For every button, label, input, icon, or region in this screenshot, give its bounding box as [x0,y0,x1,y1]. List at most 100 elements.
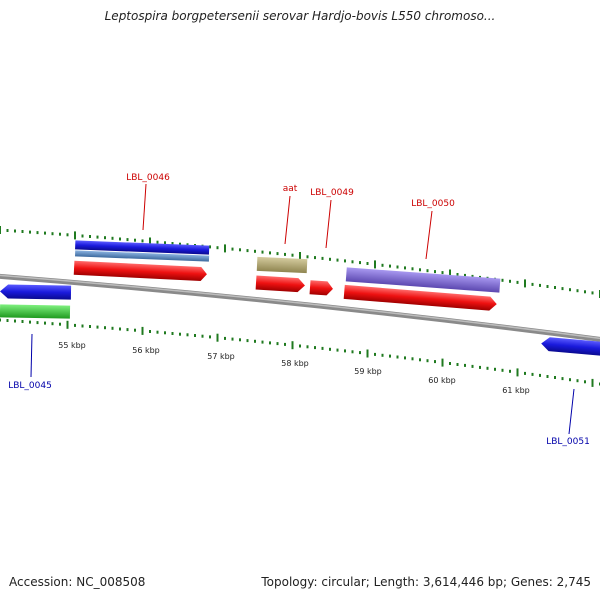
label-lbl-0045[interactable]: LBL_0045 [8,381,52,391]
outer-ring-minor-tick [516,280,519,284]
inner-ring-minor-tick [164,331,166,335]
outer-ring-minor-tick [111,236,114,240]
gene-lbl-0049-arrow[interactable] [309,280,334,296]
inner-ring-minor-tick [539,373,541,377]
inner-ring-minor-tick [464,363,466,367]
outer-ring-minor-tick [44,231,46,235]
gene-aat-khaki[interactable] [256,256,308,274]
inner-ring-minor-tick [81,324,84,328]
leader-lbl-0049 [325,199,332,249]
outer-ring-minor-tick [66,233,69,237]
outer-ring-minor-tick [254,249,256,253]
inner-ring-minor-tick [336,348,339,352]
gene-lbl-0046-steelblue[interactable] [75,250,210,262]
inner-ring-minor-tick [419,358,421,362]
inner-ring-minor-tick [531,372,534,376]
inner-ring-minor-tick [434,360,436,364]
outer-ring-minor-tick [164,241,166,245]
inner-ring-minor-tick [396,355,399,359]
outer-ring-minor-tick [261,250,264,254]
leader-lbl-0045 [30,333,33,378]
gene-lbl-0051-blue[interactable] [541,337,600,357]
inner-ring-minor-tick [501,368,504,372]
label-lbl-0051[interactable]: LBL_0051 [546,437,590,447]
leader-lbl-0050 [425,210,433,260]
gene-aat-arrow[interactable] [255,275,306,293]
inner-ring-minor-tick [284,342,286,346]
inner-ring-minor-tick [359,351,361,355]
gene-lbl-0045-blue[interactable] [0,284,72,300]
leader-aat [284,195,291,245]
label-lbl-0046[interactable]: LBL_0046 [126,173,170,183]
inner-ring-minor-tick [471,364,474,368]
inner-ring-minor-tick [314,346,316,350]
outer-ring-minor-tick [126,238,129,242]
inner-ring-minor-tick [231,337,234,341]
outer-ring-minor-tick [584,290,586,294]
outer-ring-minor-tick [539,283,541,287]
tick-label-61kbp: 61 kbp [502,386,530,395]
inner-ring-minor-tick [404,356,406,360]
outer-ring-minor-tick [291,253,294,257]
leader-lbl-0046 [142,183,147,231]
inner-ring-minor-tick [119,327,121,331]
inner-ring-minor-tick [21,320,24,323]
outer-ring-minor-tick [269,251,271,255]
inner-ring-minor-tick [261,340,264,344]
outer-ring-minor-tick [351,260,354,264]
inner-ring-minor-tick [561,377,564,381]
outer-ring-major-tick [224,244,226,253]
outer-ring-minor-tick [104,236,106,240]
gene-lbl-0050-arrow[interactable] [343,284,498,311]
outer-ring-minor-tick [231,247,234,251]
inner-ring-minor-tick [576,379,579,383]
inner-ring-minor-tick [321,346,324,350]
outer-ring-minor-tick [276,252,279,256]
tick-label-59kbp: 59 kbp [354,367,382,376]
outer-ring-minor-tick [471,274,474,278]
gene-lbl-0046-arrow[interactable] [73,260,208,281]
inner-ring-minor-tick [269,341,271,345]
outer-ring-minor-tick [554,286,556,289]
label-aat[interactable]: aat [283,184,298,194]
outer-ring-minor-tick [51,232,54,236]
inner-ring-minor-tick [389,354,391,358]
inner-ring-minor-tick [6,319,9,322]
outer-ring-minor-tick [321,256,324,260]
gene-lbl-0046-blue[interactable] [75,240,210,255]
label-lbl-0049[interactable]: LBL_0049 [310,188,354,198]
tick-label-56kbp: 56 kbp [132,346,160,355]
inner-ring-minor-tick [149,330,151,333]
chromosome-backbone-highlight [0,274,600,340]
label-lbl-0050[interactable]: LBL_0050 [411,199,455,209]
inner-ring-minor-tick [209,335,211,339]
inner-ring-minor-tick [246,339,249,343]
gene-lbl-0045-green[interactable] [0,304,71,319]
inner-ring-major-tick [141,326,144,335]
gene-lbl-0050-purple[interactable] [345,267,501,293]
outer-ring-minor-tick [396,265,399,269]
outer-ring-minor-tick [209,245,211,249]
inner-ring-major-tick [366,349,369,358]
inner-ring-minor-tick [59,322,61,326]
tick-label-55kbp: 55 kbp [58,341,86,350]
outer-ring-major-tick [0,226,1,234]
outer-ring-minor-tick [569,288,571,292]
outer-ring-minor-tick [119,237,121,241]
inner-ring-major-tick [216,333,219,342]
tick-label-58kbp: 58 kbp [281,359,309,368]
outer-ring-minor-tick [156,240,159,244]
outer-ring-minor-tick [344,259,346,263]
inner-ring-minor-tick [74,323,76,327]
inner-ring-minor-tick [381,353,384,357]
inner-ring-minor-tick [411,357,414,361]
inner-ring-minor-tick [239,338,241,342]
outer-ring-minor-tick [464,273,466,277]
inner-ring-minor-tick [509,369,511,373]
leader-lbl-0051 [568,388,575,435]
outer-ring-minor-tick [14,229,16,233]
inner-ring-minor-tick [494,367,496,371]
inner-ring-minor-tick [111,326,114,330]
inner-ring-minor-tick [201,334,204,338]
